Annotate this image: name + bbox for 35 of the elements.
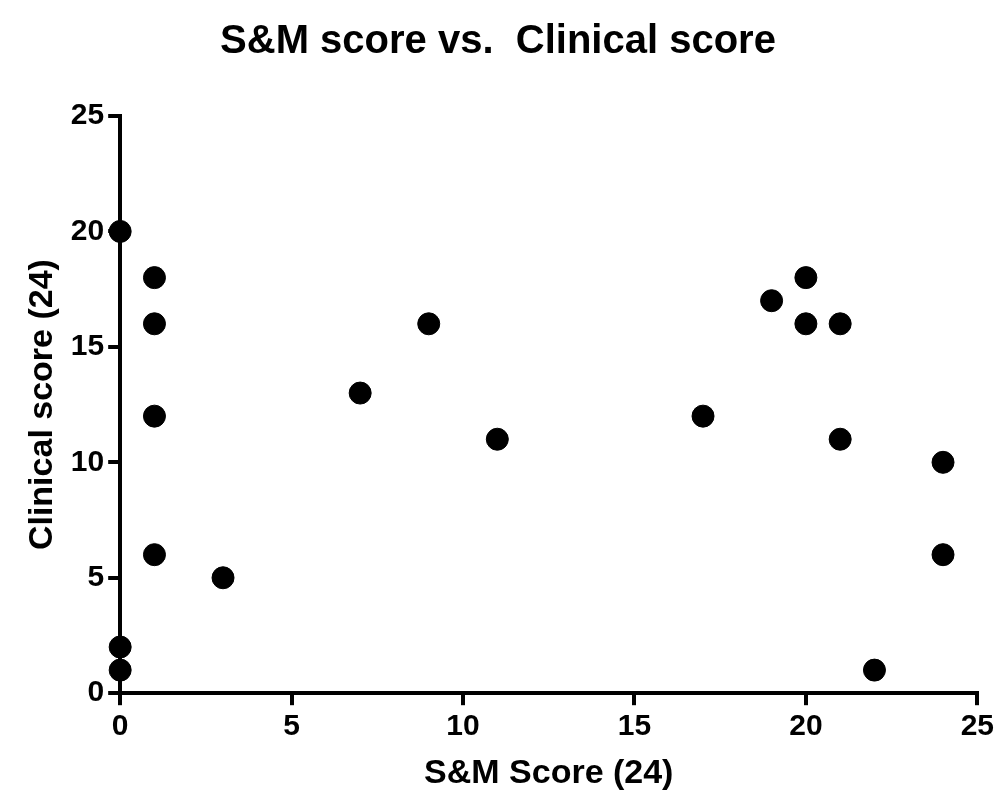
x-tick-label: 20 xyxy=(789,708,823,742)
point xyxy=(417,312,441,336)
y-tick-label: 10 xyxy=(70,443,105,477)
point xyxy=(108,658,132,682)
x-tick-label: 0 xyxy=(111,708,129,742)
point xyxy=(760,289,784,313)
point xyxy=(142,404,166,428)
point xyxy=(931,450,955,474)
point xyxy=(691,404,715,428)
y-tick-label: 25 xyxy=(70,97,105,131)
point xyxy=(931,543,955,567)
y-tick-label: 20 xyxy=(70,212,105,246)
point xyxy=(142,312,166,336)
point xyxy=(108,219,132,243)
x-tick-label: 10 xyxy=(446,708,480,742)
point xyxy=(828,427,852,451)
point xyxy=(794,312,818,336)
x-tick-label: 15 xyxy=(617,708,652,742)
point xyxy=(348,381,372,405)
point xyxy=(142,266,166,290)
x-axis-title: S&M Score (24) xyxy=(424,751,674,790)
y-tick-label: 5 xyxy=(87,559,105,593)
point xyxy=(794,266,818,290)
x-tick-label: 5 xyxy=(283,708,300,742)
y-tick-label: 0 xyxy=(87,674,105,708)
point xyxy=(862,658,886,682)
point xyxy=(828,312,852,336)
point xyxy=(211,566,235,590)
point xyxy=(142,543,166,567)
point xyxy=(485,427,509,451)
x-tick-label: 25 xyxy=(960,708,994,742)
chart-title: S&M score vs. Clinical score xyxy=(220,17,776,62)
y-axis-title: Clinical score (24) xyxy=(20,259,59,551)
y-tick-label: 15 xyxy=(70,328,105,362)
point xyxy=(108,635,132,659)
